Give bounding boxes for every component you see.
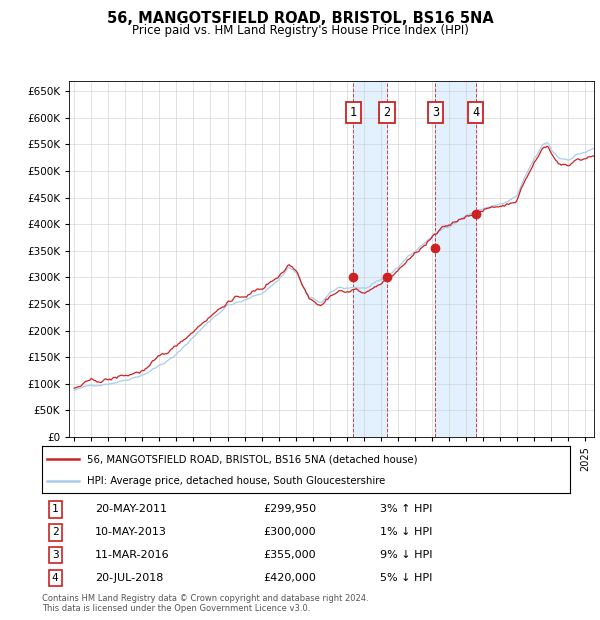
Text: £355,000: £355,000	[264, 551, 316, 560]
Bar	[436, 81, 476, 437]
Text: £420,000: £420,000	[264, 574, 317, 583]
Text: £300,000: £300,000	[264, 528, 316, 538]
Text: 3: 3	[432, 106, 439, 119]
Text: 11-MAR-2016: 11-MAR-2016	[95, 551, 169, 560]
Text: 56, MANGOTSFIELD ROAD, BRISTOL, BS16 5NA: 56, MANGOTSFIELD ROAD, BRISTOL, BS16 5NA	[107, 11, 493, 26]
Text: 56, MANGOTSFIELD ROAD, BRISTOL, BS16 5NA (detached house): 56, MANGOTSFIELD ROAD, BRISTOL, BS16 5NA…	[87, 454, 418, 464]
Text: 2: 2	[383, 106, 391, 119]
Text: 3: 3	[52, 551, 59, 560]
Text: 20-MAY-2011: 20-MAY-2011	[95, 505, 167, 515]
Text: 5% ↓ HPI: 5% ↓ HPI	[380, 574, 432, 583]
Text: HPI: Average price, detached house, South Gloucestershire: HPI: Average price, detached house, Sout…	[87, 476, 385, 486]
Bar	[353, 81, 387, 437]
Text: 4: 4	[52, 574, 59, 583]
Text: 1: 1	[52, 505, 59, 515]
Text: 2: 2	[52, 528, 59, 538]
Text: 9% ↓ HPI: 9% ↓ HPI	[380, 551, 433, 560]
Text: 20-JUL-2018: 20-JUL-2018	[95, 574, 163, 583]
Text: 1% ↓ HPI: 1% ↓ HPI	[380, 528, 432, 538]
Text: £299,950: £299,950	[264, 505, 317, 515]
Text: 1: 1	[350, 106, 357, 119]
Text: Price paid vs. HM Land Registry's House Price Index (HPI): Price paid vs. HM Land Registry's House …	[131, 24, 469, 37]
Text: Contains HM Land Registry data © Crown copyright and database right 2024.
This d: Contains HM Land Registry data © Crown c…	[42, 594, 368, 613]
Text: 10-MAY-2013: 10-MAY-2013	[95, 528, 167, 538]
Text: 3% ↑ HPI: 3% ↑ HPI	[380, 505, 432, 515]
Text: 4: 4	[472, 106, 479, 119]
